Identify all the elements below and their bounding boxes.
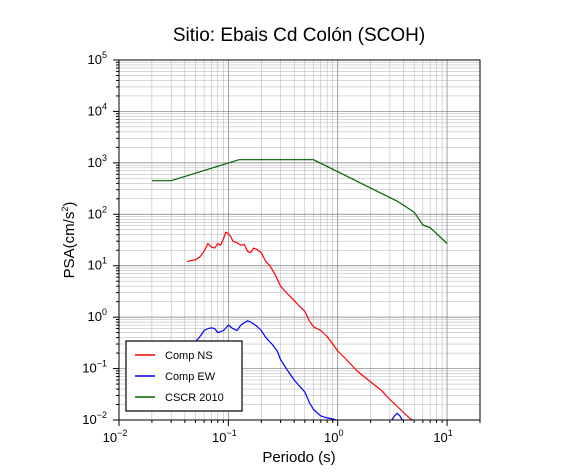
series-line-comp-ns <box>187 231 414 420</box>
legend: Comp NS Comp EW CSCR 2010 <box>125 340 243 412</box>
series-line-cscr-2010 <box>151 159 448 244</box>
x-tick-label: 10−1 <box>212 428 237 445</box>
y-tick-label: 104 <box>88 101 107 118</box>
y-tick-label: 100 <box>88 307 107 324</box>
y-tick-label: 105 <box>88 50 107 67</box>
legend-label-comp-ew: Comp EW <box>165 371 216 383</box>
tick-marks <box>113 59 481 426</box>
x-tick-labels: 10−2 10−1 100 101 <box>103 428 453 445</box>
chart-title: Sitio: Ebais Cd Colón (SCOH) <box>173 25 425 46</box>
y-tick-label: 10−2 <box>82 410 107 427</box>
legend-item-cscr-2010: CSCR 2010 <box>135 392 224 404</box>
series-line-comp-ew <box>186 320 338 420</box>
y-tick-label: 103 <box>88 153 107 170</box>
legend-item-comp-ns: Comp NS <box>135 350 213 362</box>
legend-label-comp-ns: Comp NS <box>165 350 213 362</box>
series-line-comp-ew-tail <box>391 412 403 420</box>
x-tick-label: 10−2 <box>103 428 128 445</box>
y-tick-label: 102 <box>88 204 107 221</box>
y-tick-label: 101 <box>88 256 107 273</box>
x-axis-label: Periodo (s) <box>262 449 335 466</box>
legend-label-cscr-2010: CSCR 2010 <box>165 392 224 404</box>
x-tick-label: 101 <box>433 428 452 445</box>
legend-item-comp-ew: Comp EW <box>135 371 216 383</box>
grid-lines <box>118 59 481 421</box>
series-lines <box>151 159 448 420</box>
y-axis-label: PSA(cm/s2) <box>60 202 78 279</box>
y-tick-labels: 10−2 10−1 100 101 102 103 104 105 <box>82 50 107 427</box>
y-tick-label: 10−1 <box>82 359 107 376</box>
x-tick-label: 100 <box>324 428 343 445</box>
plot-frame <box>118 59 481 421</box>
